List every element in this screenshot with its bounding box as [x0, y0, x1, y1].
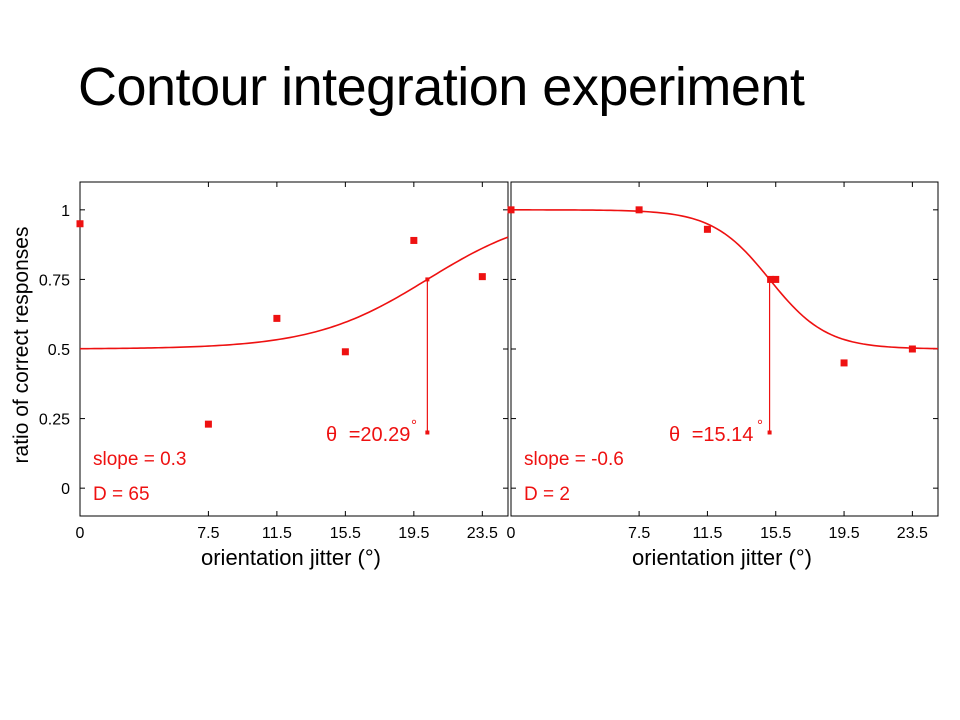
fit-curve-right: [511, 209, 939, 350]
y-tick-label: 0.75: [39, 272, 70, 289]
fit-curve-left: [79, 236, 509, 350]
x-tick-label: 15.5: [330, 525, 361, 542]
x-tick-label: 19.5: [398, 525, 429, 542]
x-tick-label: 15.5: [760, 525, 791, 542]
data-point: [478, 273, 486, 281]
data-point: [507, 206, 515, 214]
degree-mark-right: °: [757, 417, 763, 434]
y-tick-label: 0.5: [48, 342, 70, 359]
x-tick-label: 0: [507, 525, 516, 542]
x-tick-label: 11.5: [262, 525, 292, 542]
data-point: [76, 220, 84, 228]
y-tick-label: 0.25: [39, 412, 70, 429]
threshold-point-right: [767, 430, 772, 435]
slope-label-right: slope = -0.6: [524, 449, 624, 470]
threshold-label-left: θ =20.29: [326, 424, 410, 446]
data-point: [908, 345, 916, 353]
x-tick-label: 0: [76, 525, 85, 542]
threshold-top-point: [425, 277, 430, 282]
threshold-point-left: [425, 430, 430, 435]
d-label-left: D = 65: [93, 484, 150, 505]
x-tick-label: 7.5: [197, 525, 219, 542]
x-tick-label: 7.5: [628, 525, 650, 542]
d-label-right: D = 2: [524, 484, 570, 505]
threshold-value: =20.29: [349, 424, 411, 446]
slide-title: Contour integration experiment: [78, 57, 805, 117]
x-tick-labels-right: 0 7.5 11.5 15.5 19.5 23.5: [507, 525, 929, 542]
data-point: [703, 225, 711, 233]
data-point: [772, 275, 780, 283]
y-tick-label: 1: [61, 203, 70, 220]
x-tick-label: 11.5: [692, 525, 722, 542]
data-point: [273, 314, 281, 322]
chart-panel-right: 0 7.5 11.5 15.5 19.5 23.5 θ =15.14 ° slope = …: [507, 181, 939, 570]
data-point: [840, 359, 848, 367]
data-points-right: [507, 206, 916, 367]
x-tick-labels-left: 0 7.5 11.5 15.5 19.5 23.5: [76, 525, 498, 542]
data-point: [635, 206, 643, 214]
y-tick-label: 0: [61, 481, 70, 498]
x-tick-label: 23.5: [467, 525, 498, 542]
threshold-value: =15.14: [692, 424, 754, 446]
data-point: [204, 420, 212, 428]
data-points-left: [76, 220, 486, 428]
ticks-right: [510, 182, 938, 516]
degree-mark-left: °: [411, 417, 417, 434]
ticks-left: [79, 182, 508, 516]
theta-symbol: θ: [669, 424, 680, 446]
slope-label-left: slope = 0.3: [93, 449, 187, 470]
x-axis-label-right: orientation jitter (°): [632, 545, 812, 570]
chart-panel-left: 0 7.5 11.5 15.5 19.5 23.5 0 0.25 0.5 0.75 1 θ =20…: [39, 181, 509, 570]
data-point: [767, 275, 775, 283]
data-point: [341, 348, 349, 356]
y-axis-label: ratio of correct responses: [10, 227, 33, 464]
threshold-label-right: θ =15.14: [669, 424, 753, 446]
y-tick-labels-left: 0 0.25 0.5 0.75 1: [39, 203, 70, 498]
x-tick-label: 19.5: [828, 525, 859, 542]
x-axis-label-left: orientation jitter (°): [201, 545, 381, 570]
data-point: [410, 236, 418, 244]
x-tick-label: 23.5: [897, 525, 928, 542]
theta-symbol: θ: [326, 424, 337, 446]
